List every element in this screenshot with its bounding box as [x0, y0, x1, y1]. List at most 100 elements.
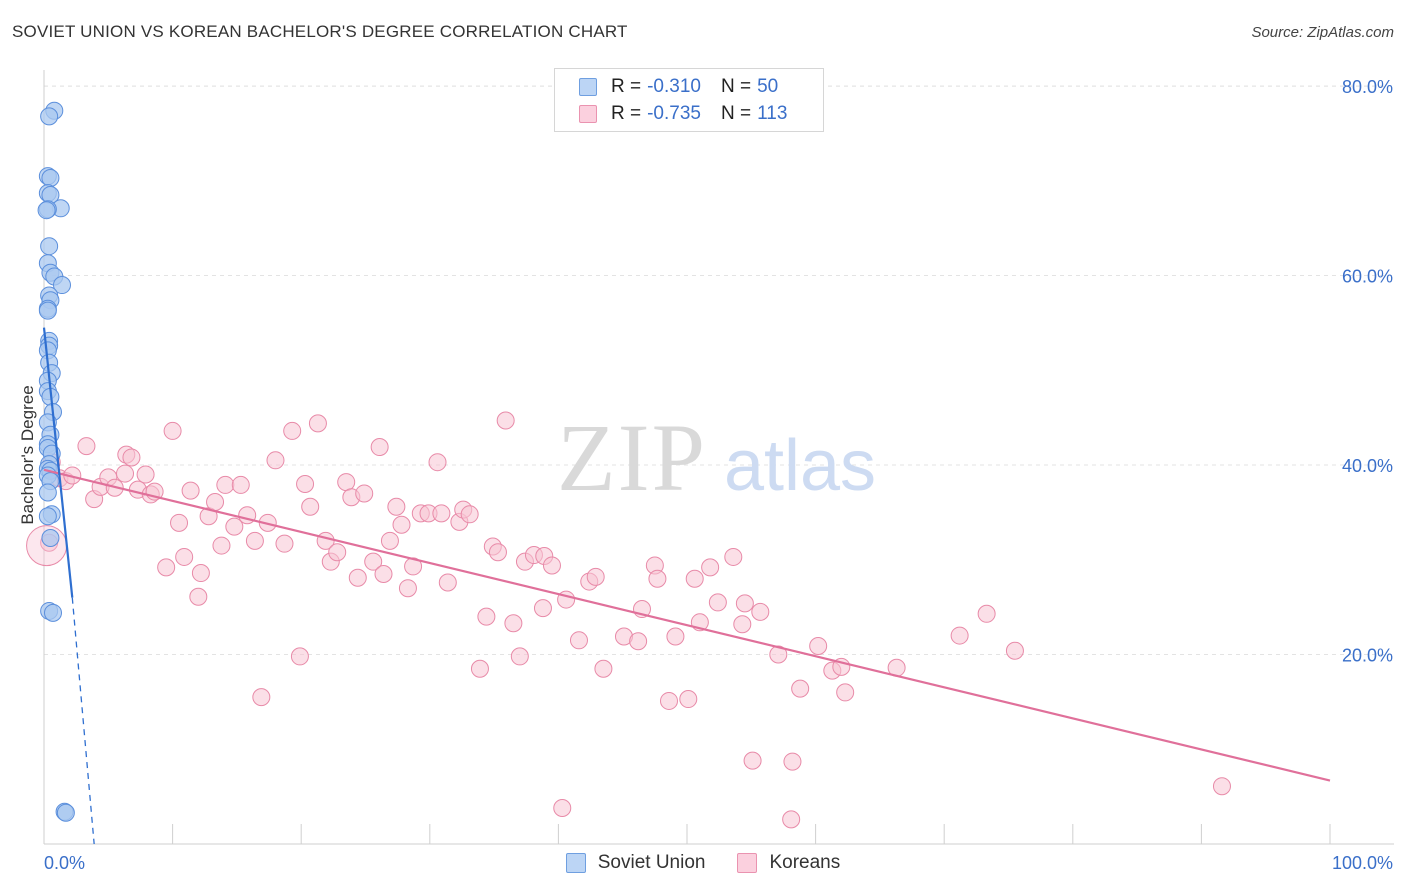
koreans-point [337, 473, 356, 492]
koreans-point [77, 437, 96, 456]
soviet-union-point [44, 603, 63, 622]
soviet-union-trend-line [42, 327, 74, 598]
koreans-point [751, 602, 770, 621]
koreans-point [308, 414, 327, 433]
series-label: Soviet Union [597, 852, 706, 873]
source-credit: Source: ZipAtlas.com [1251, 24, 1394, 41]
x-tick-label: 0.0% [44, 853, 85, 873]
koreans-point [290, 647, 309, 666]
koreans-point [206, 492, 225, 511]
y-tick-label: 40.0% [1342, 456, 1393, 476]
koreans-point [701, 558, 720, 577]
koreans-point [782, 810, 801, 829]
koreans-point [283, 421, 302, 440]
koreans-point [157, 558, 176, 577]
koreans-point [328, 543, 347, 562]
watermark: ZIP atlas [557, 404, 876, 511]
koreans-point [387, 497, 406, 516]
series-swatch-pink [737, 853, 758, 873]
legend-row-koreans: R = -0.735 N = 113 [579, 102, 787, 126]
legend-r-label: R = [611, 103, 642, 124]
koreans-point [428, 453, 447, 472]
chart-title: SOVIET UNION VS KOREAN BACHELOR'S DEGREE… [12, 22, 628, 41]
koreans-point [1005, 641, 1024, 660]
koreans-point [586, 567, 605, 586]
koreans-point [659, 691, 678, 710]
koreans-point [212, 536, 231, 555]
soviet-union-point [38, 483, 57, 502]
koreans-point [116, 464, 135, 483]
koreans-point [1212, 777, 1231, 796]
soviet-union-point [38, 507, 57, 526]
koreans-point [170, 513, 189, 532]
koreans-point [392, 515, 411, 534]
koreans-point [743, 751, 762, 770]
koreans-point [245, 531, 264, 550]
koreans-point [685, 569, 704, 588]
koreans-point [296, 474, 315, 493]
koreans-point [735, 594, 754, 613]
koreans-point [398, 579, 417, 598]
axes [43, 70, 1394, 845]
y-axis-label: Bachelor's Degree [18, 385, 37, 524]
tick-labels: 20.0% 40.0% 60.0% 80.0% 0.0% 100.0% [44, 77, 1393, 873]
koreans-point [301, 497, 320, 516]
soviet-union-point [38, 301, 57, 320]
koreans-point [191, 564, 210, 583]
watermark-zip: ZIP [557, 404, 707, 511]
soviet-union-point [41, 168, 60, 187]
legend-swatch-pink [579, 105, 597, 123]
koreans-point [708, 593, 727, 612]
koreans-point [136, 465, 155, 484]
koreans-point [783, 752, 802, 771]
koreans-point [275, 534, 294, 553]
legend-swatch-blue [579, 78, 597, 96]
koreans-point [542, 556, 561, 575]
koreans-point [733, 615, 752, 634]
koreans-point [769, 645, 788, 664]
koreans-point [533, 599, 552, 618]
series-legend-soviet-union[interactable]: Soviet Union [565, 852, 706, 874]
koreans-point [666, 627, 685, 646]
koreans-point [569, 631, 588, 650]
koreans-point [553, 798, 572, 817]
y-tick-label: 20.0% [1342, 646, 1393, 666]
koreans-point [181, 481, 200, 500]
koreans-point [252, 688, 271, 707]
koreans-point [791, 679, 810, 698]
legend-n-label: N = [720, 103, 752, 124]
watermark-atlas: atlas [724, 426, 876, 506]
series-swatch-blue [565, 853, 586, 873]
koreans-point [809, 636, 828, 655]
koreans-point [470, 659, 489, 678]
legend-n-value: 50 [757, 76, 779, 97]
koreans-point [594, 659, 613, 678]
legend-n-value: 113 [757, 103, 788, 124]
koreans-point [348, 568, 367, 587]
koreans-point [510, 647, 529, 666]
correlation-legend: R = -0.310 N = 50 R = -0.735 N = 113 [554, 68, 824, 132]
koreans-point [189, 587, 208, 606]
legend-r-value: -0.735 [647, 103, 701, 124]
koreans-point [504, 614, 523, 633]
koreans-point [216, 475, 235, 494]
koreans-point [175, 547, 194, 566]
koreans-point [648, 569, 667, 588]
koreans-point [477, 607, 496, 626]
koreans-point [231, 475, 250, 494]
koreans-point [364, 552, 383, 571]
koreans-trend-line [43, 468, 1331, 782]
koreans-point [950, 626, 969, 645]
koreans-point [380, 531, 399, 550]
x-tick-label: 100.0% [1332, 853, 1393, 873]
soviet-union-point [53, 276, 72, 295]
legend-r-label: R = [611, 76, 642, 97]
koreans-point [724, 547, 743, 566]
koreans-point [488, 543, 507, 562]
soviet-union-point [41, 528, 60, 547]
y-tick-label: 60.0% [1342, 267, 1393, 287]
series-legend: Soviet Union Koreans [0, 852, 1406, 874]
series-legend-koreans[interactable]: Koreans [737, 852, 840, 874]
grid-lines [44, 85, 1394, 656]
